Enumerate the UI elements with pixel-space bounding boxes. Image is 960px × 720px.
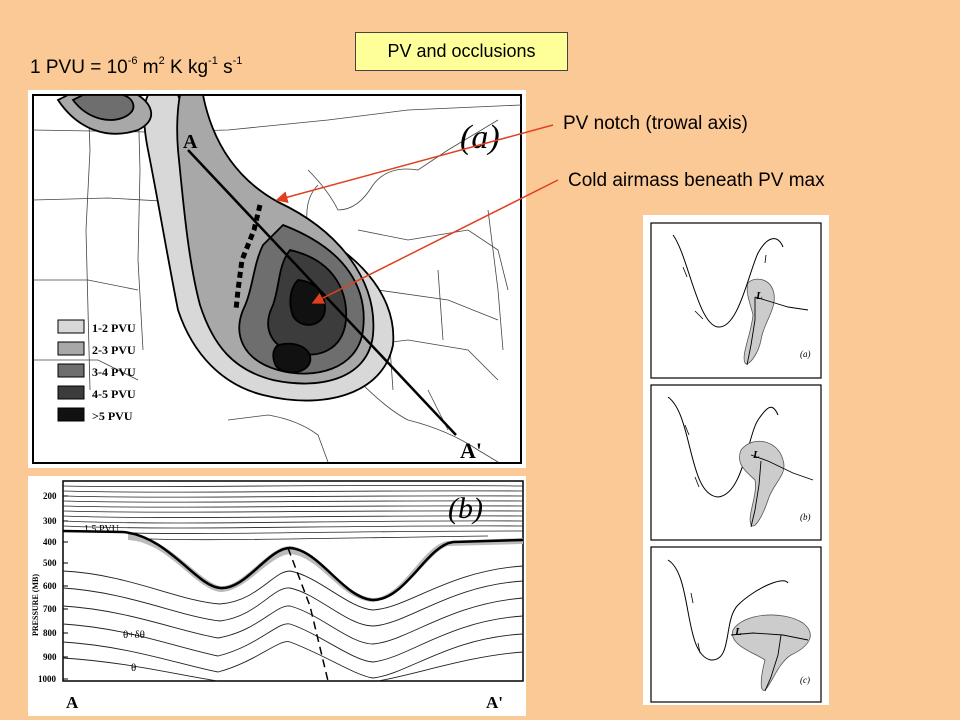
ytick-1000: 1000 (38, 674, 57, 684)
schematic-a-label: (a) (800, 349, 811, 359)
legend-label-5: >5 PVU (92, 409, 133, 423)
schematic-b: L (b) (650, 384, 822, 541)
legend-swatch-1 (57, 319, 85, 334)
pvu-contour-label: 1.5 PVU (84, 524, 120, 535)
occlusion-schematics-panel: L (a) L (b) L (c) (643, 215, 829, 705)
panel-a-label: (a) (460, 119, 500, 156)
schematic-b-label: (b) (800, 512, 811, 522)
ytick-500: 500 (43, 558, 57, 568)
x-start-label: A (66, 693, 79, 712)
pvu-contour (62, 529, 524, 602)
low-label-c: L (734, 626, 742, 638)
upper-isentropes (62, 485, 524, 541)
point-a-prime-label: A' (460, 438, 482, 463)
ytick-900: 900 (43, 652, 57, 662)
panel-b-label: (b) (448, 492, 483, 525)
ytick-200: 200 (43, 491, 57, 501)
pvu-definition: 1 PVU = 10-6 m2 K kg-1 s-1 (30, 55, 243, 78)
schematic-c-label: (c) (800, 675, 810, 685)
schematic-c: L (c) (650, 546, 822, 703)
legend-label-4: 4-5 PVU (92, 387, 136, 401)
ytick-400: 400 (43, 537, 57, 547)
theta-dtheta-label: θ+δθ (123, 629, 145, 641)
low-label-a: L (755, 290, 763, 302)
ytick-800: 800 (43, 628, 57, 638)
slide-title: PV and occlusions (355, 32, 568, 71)
y-axis-ticks: 200 300 400 500 600 700 800 900 1000 (38, 491, 68, 684)
lower-isentropes (62, 565, 524, 682)
legend-label-1: 1-2 PVU (92, 321, 136, 335)
y-axis-label: PRESSURE (MB) (31, 574, 40, 636)
theta-label: θ (131, 662, 136, 674)
callout-cold-airmass: Cold airmass beneath PV max (568, 170, 825, 191)
low-label-b: L (752, 449, 760, 461)
legend-label-2: 2-3 PVU (92, 343, 136, 357)
x-end-label: A' (486, 693, 503, 712)
ytick-600: 600 (43, 581, 57, 591)
callout-pv-notch: PV notch (trowal axis) (563, 113, 748, 134)
schematic-a: L (a) (650, 222, 822, 379)
legend-swatch-5 (57, 407, 85, 422)
pv-legend: 1-2 PVU 2-3 PVU 3-4 PVU 4-5 PVU >5 PVU (57, 319, 136, 423)
trowal-axis-line (233, 204, 263, 311)
pv-map-panel: A A' (a) 1-2 PVU 2-3 PVU 3-4 PVU 4-5 PVU… (28, 90, 526, 468)
legend-swatch-4 (57, 385, 85, 400)
legend-swatch-2 (57, 341, 85, 356)
fold-axis-line (287, 547, 329, 682)
cross-section-panel: 200 300 400 500 600 700 800 900 1000 PRE… (28, 476, 526, 716)
ytick-300: 300 (43, 516, 57, 526)
ytick-700: 700 (43, 604, 57, 614)
point-a-label: A (183, 131, 198, 153)
legend-label-3: 3-4 PVU (92, 365, 136, 379)
legend-swatch-3 (57, 363, 85, 378)
